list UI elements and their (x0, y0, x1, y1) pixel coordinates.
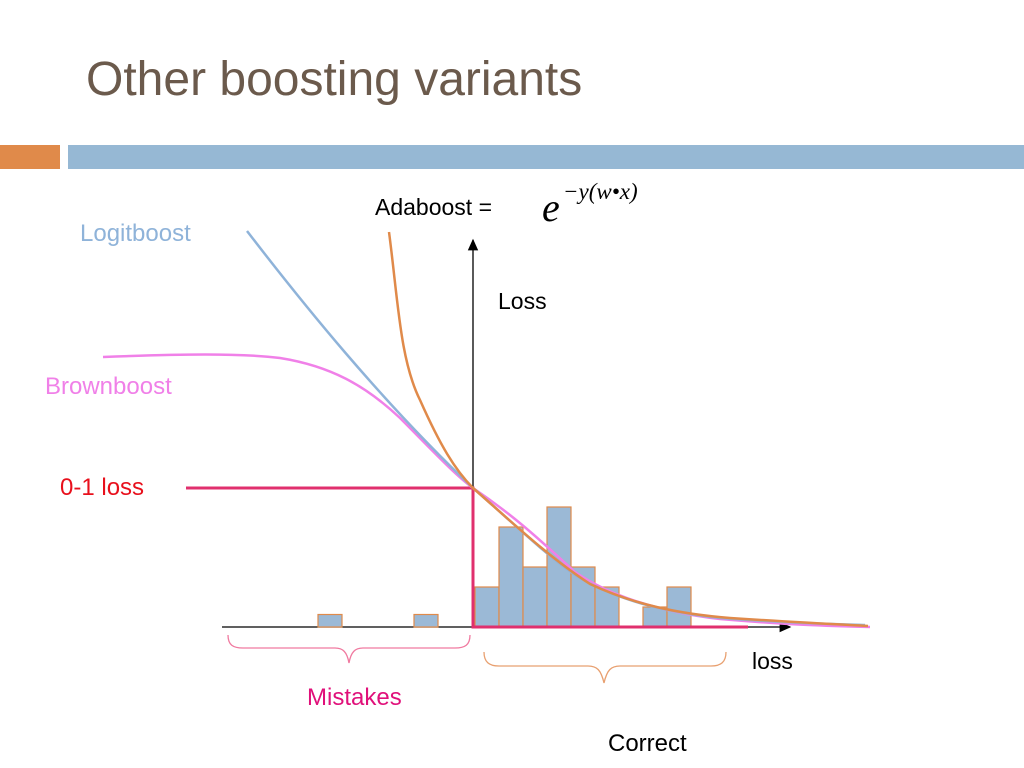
loss-axis-label: Loss (498, 288, 547, 314)
histogram-bar (498, 526, 524, 628)
histogram-bar (474, 586, 500, 628)
accent-bar-orange (0, 145, 60, 169)
adaboost-formula: Adaboost = e −y(w•x) (375, 178, 695, 230)
mistakes-label: Mistakes (307, 684, 402, 711)
x-axis-label: loss (752, 648, 793, 674)
formula-base: e (542, 185, 560, 230)
formula-exponent: −y(w•x) (563, 179, 638, 204)
mistakes-brace (227, 634, 471, 664)
adaboost-label: Adaboost = (375, 194, 493, 220)
zero-one-loss-curve (186, 486, 748, 629)
margin-histogram (317, 506, 692, 628)
histogram-bar (413, 613, 439, 628)
zero-one-loss-label: 0-1 loss (60, 474, 145, 501)
adaboost-curve (387, 231, 869, 628)
histogram-bar (522, 566, 548, 628)
correct-brace (483, 651, 727, 684)
slide-title: Other boosting variants (86, 53, 583, 106)
brownboost-label: Brownboost (45, 373, 172, 400)
brownboost-curve (102, 353, 871, 629)
logitboost-label: Logitboost (80, 220, 191, 247)
correct-label: Correct (608, 730, 687, 757)
histogram-bar (317, 613, 343, 628)
histogram-bar (666, 586, 692, 628)
accent-bar-blue (68, 145, 1024, 169)
